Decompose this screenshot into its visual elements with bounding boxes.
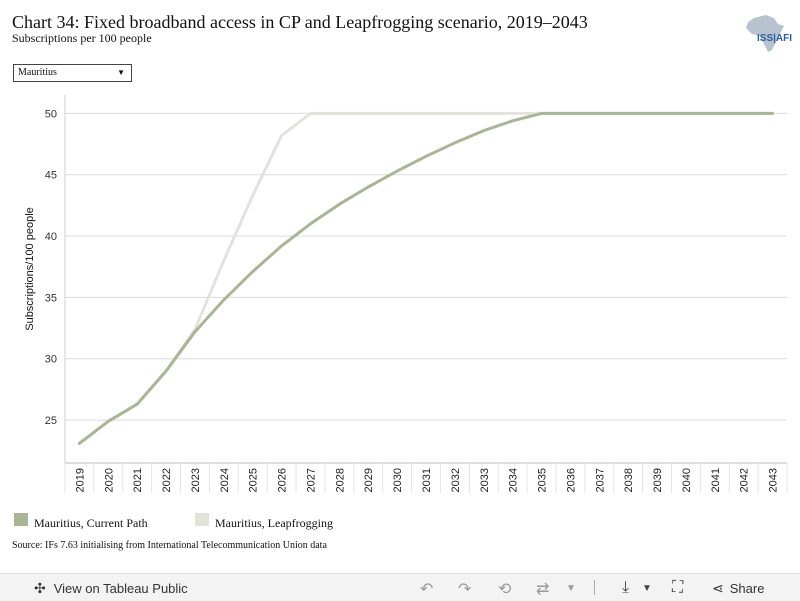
tableau-logo-icon: ✣ (34, 580, 46, 596)
x-tick-label: 2027 (305, 468, 317, 492)
chevron-down-icon: ▼ (117, 68, 125, 77)
toolbar-divider (594, 580, 595, 595)
x-tick-label: 2042 (739, 468, 751, 492)
x-tick-label: 2041 (710, 468, 722, 492)
x-tick-label: 2037 (594, 468, 606, 492)
refresh-icon[interactable]: ⇄ (536, 581, 550, 598)
y-tick-label: 40 (45, 231, 57, 243)
share-icon: ⋖ (712, 580, 724, 596)
x-tick-label: 2028 (334, 468, 346, 492)
view-on-tableau-label: View on Tableau Public (53, 581, 188, 596)
x-tick-label: 2029 (363, 468, 375, 492)
x-tick-label: 2026 (277, 468, 289, 492)
legend-swatch-current-path (14, 513, 28, 526)
x-tick-label: 2040 (681, 468, 693, 492)
undo-icon[interactable]: ↶ (420, 581, 434, 598)
revert-icon[interactable]: ⟲ (498, 581, 512, 598)
y-axis-title: Subscriptions/100 people (24, 207, 36, 331)
x-tick-label: 2032 (450, 468, 462, 492)
download-dropdown-icon[interactable]: ▼ (642, 583, 652, 594)
x-tick-label: 2019 (74, 468, 86, 492)
y-tick-label: 45 (45, 170, 57, 182)
legend-item-current-path[interactable]: Mauritius, Current Path (14, 512, 148, 530)
x-tick-label: 2039 (652, 468, 664, 492)
legend-label-current-path: Mauritius, Current Path (34, 516, 148, 530)
x-tick-label: 2043 (768, 468, 780, 492)
tableau-toolbar: ✣ View on Tableau Public ↶ ↷ ⟲ ⇄ ▼ ⤓ ▼ ⛶… (0, 573, 800, 601)
share-label: Share (729, 581, 765, 596)
y-tick-label: 35 (45, 292, 57, 304)
x-tick-label: 2035 (537, 468, 549, 492)
share-button[interactable]: ⋖ Share (712, 580, 764, 597)
x-tick-label: 2025 (248, 468, 260, 492)
legend: Mauritius, Current Path Mauritius, Leapf… (14, 512, 414, 530)
y-tick-label: 30 (45, 354, 57, 366)
logo-text: ISS|AFI (757, 33, 793, 44)
legend-swatch-leapfrogging (195, 513, 209, 526)
chart-subtitle: Subscriptions per 100 people (12, 31, 152, 45)
series-line-leapfrogging (77, 111, 775, 445)
y-tick-label: 50 (45, 108, 57, 120)
x-tick-label: 2034 (508, 468, 520, 492)
legend-label-leapfrogging: Mauritius, Leapfrogging (215, 516, 333, 530)
redo-icon[interactable]: ↷ (458, 581, 472, 598)
download-icon[interactable]: ⤓ (622, 579, 630, 596)
legend-item-leapfrogging[interactable]: Mauritius, Leapfrogging (195, 512, 333, 530)
y-tick-label: 25 (45, 415, 57, 427)
x-tick-label: 2031 (421, 468, 433, 492)
iss-africa-logo: ISS|AFI (740, 12, 793, 54)
source-note: Source: IFs 7.63 initialising from Inter… (12, 540, 327, 551)
fullscreen-icon[interactable]: ⛶ (672, 579, 684, 596)
x-tick-label: 2036 (565, 468, 577, 492)
x-tick-label: 2022 (161, 468, 173, 492)
country-select-value: Mauritius (18, 67, 57, 78)
refresh-dropdown-icon[interactable]: ▼ (566, 583, 576, 594)
series-line-current-path (77, 111, 775, 445)
line-chart: 25 30 35 40 45 50 2019 2020 2021 2022 2023 2024 2025… (24, 95, 788, 493)
x-tick-label: 2020 (103, 468, 115, 492)
x-tick-label: 2023 (190, 468, 202, 492)
chart-title: Chart 34: Fixed broadband access in CP a… (12, 12, 588, 32)
country-select[interactable]: Mauritius ▼ (13, 64, 132, 82)
x-tick-label: 2038 (623, 468, 635, 492)
x-tick-label: 2021 (132, 468, 144, 492)
x-tick-label: 2033 (479, 468, 491, 492)
view-on-tableau-link[interactable]: ✣ View on Tableau Public (34, 580, 188, 597)
x-tick-label: 2024 (219, 468, 231, 492)
x-tick-label: 2030 (392, 468, 404, 492)
